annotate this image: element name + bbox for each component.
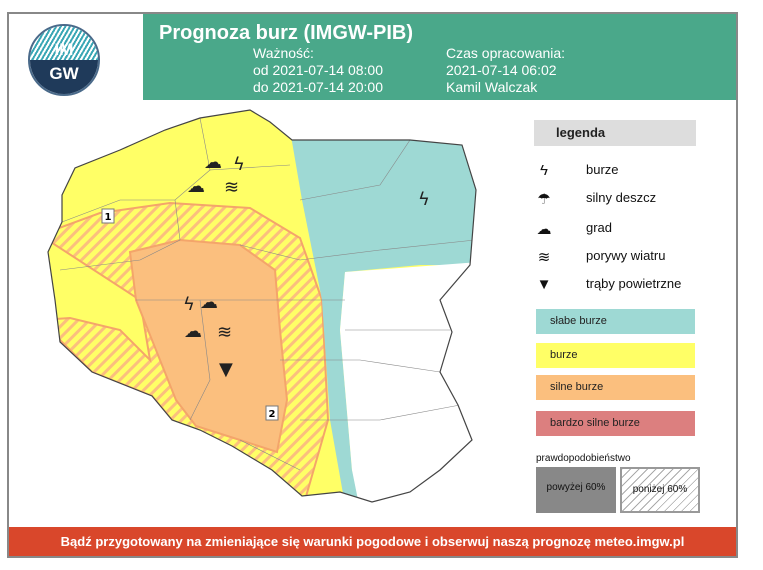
region-silne-burze <box>128 238 289 454</box>
probability-title: prawdopodobieństwo <box>536 453 631 464</box>
map-hail-icon: ☁ <box>187 176 205 197</box>
map-tornado-icon: ▼ <box>219 359 233 380</box>
area-label-1: 1 <box>105 212 112 223</box>
frame <box>7 12 738 558</box>
map-heavy-rain-icon: ☁ <box>200 292 218 313</box>
legend-title: legenda <box>534 120 696 146</box>
map-lightning-icon: ϟ <box>418 189 430 210</box>
legend-level-slabe: słabe burze <box>536 309 695 334</box>
footer-banner: Bądź przygotowany na zmieniające się war… <box>9 527 736 556</box>
region-no-storms <box>340 262 476 502</box>
legend-level-bardzo-silne: bardzo silne burze <box>536 411 695 436</box>
wind-gust-icon: ≋ <box>537 249 551 266</box>
legend: legenda ϟ burze ☂ silny deszcz ☁ grad ≋ pory… <box>534 120 700 515</box>
validity: Ważność: od 2021-07-14 08:00 do 2021-07-… <box>253 45 383 95</box>
map-heavy-rain-icon: ☁ <box>204 152 222 173</box>
page-title: Prognoza burz (IMGW-PIB) <box>159 22 414 44</box>
prepared-info: Czas opracowania: 2021-07-14 06:02 Kamil… <box>446 45 566 95</box>
prob-below: poniżej 60% <box>620 467 700 513</box>
lightning-icon: ϟ <box>540 162 548 179</box>
map-wind-icon: ≋ <box>224 177 239 198</box>
tornado-icon: ▼ <box>536 276 552 293</box>
map-wind-icon: ≋ <box>217 322 232 343</box>
map-lightning-icon: ϟ <box>233 154 245 175</box>
map-lightning-icon: ϟ <box>183 294 195 315</box>
header: Prognoza burz (IMGW-PIB) Ważność: od 202… <box>143 14 736 100</box>
map-hail-icon: ☁ <box>184 321 202 342</box>
prob-above: powyżej 60% <box>536 467 616 513</box>
heavy-rain-icon: ☂ <box>537 191 551 208</box>
area-label-2: 2 <box>269 409 276 420</box>
region-slabe-burze <box>290 130 476 502</box>
legend-level-burze: burze <box>536 343 695 368</box>
legend-level-silne: silne burze <box>536 375 695 400</box>
hail-icon: ☁ <box>536 221 552 238</box>
imgw-logo: IM GW <box>28 24 100 96</box>
